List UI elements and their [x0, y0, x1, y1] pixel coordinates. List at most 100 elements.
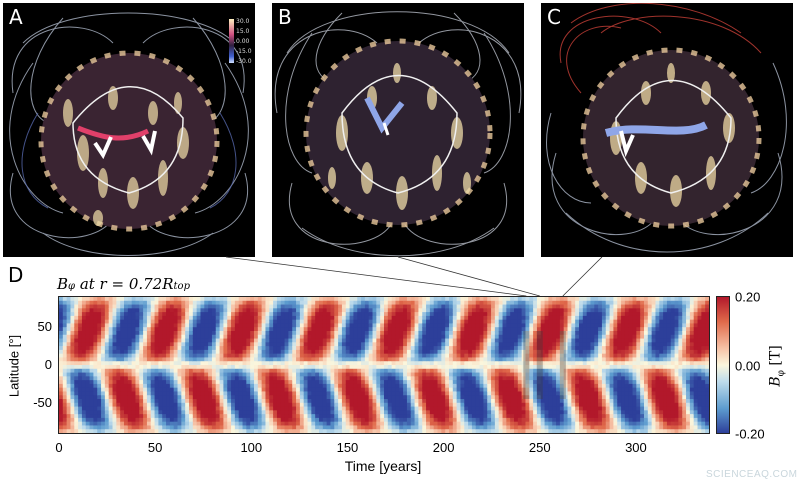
heatmap-cell — [391, 361, 397, 366]
heatmap-cell — [349, 361, 355, 366]
heatmap-cell — [74, 402, 79, 408]
heatmap-cell — [223, 357, 228, 362]
heatmap-cell — [582, 300, 588, 306]
heatmap-cell — [62, 327, 68, 332]
heatmap-cell — [479, 327, 485, 332]
heatmap-cell — [498, 380, 504, 385]
heatmap-cell — [437, 323, 442, 328]
heatmap-cell — [127, 319, 133, 325]
heatmap-cell — [276, 331, 282, 336]
heatmap-cell — [579, 297, 584, 302]
heatmap-cell — [464, 429, 469, 433]
heatmap-cell — [399, 395, 404, 400]
heatmap-cell — [124, 372, 129, 377]
heatmap-cell — [299, 383, 305, 389]
heatmap-cell — [265, 402, 270, 408]
heatmap-cell — [548, 383, 553, 389]
heatmap-cell — [143, 304, 148, 309]
heatmap-cell — [269, 361, 274, 366]
heatmap-cell — [227, 300, 232, 306]
heatmap-cell — [211, 380, 217, 385]
heatmap-cell — [288, 308, 293, 313]
heatmap-cell — [406, 399, 412, 404]
heatmap-cell — [364, 429, 370, 433]
heatmap-cell — [200, 410, 205, 415]
heatmap-cell — [166, 357, 171, 362]
heatmap-cell — [173, 417, 179, 423]
heatmap-cell — [166, 334, 171, 340]
heatmap-cell — [556, 323, 561, 328]
heatmap-cell — [280, 417, 286, 423]
heatmap-cell — [357, 349, 362, 355]
heatmap-cell — [429, 417, 435, 423]
heatmap-cell — [433, 323, 439, 328]
heatmap-cell — [479, 361, 485, 366]
heatmap-cell — [575, 308, 580, 313]
heatmap-cell — [334, 425, 339, 430]
heatmap-cell — [273, 346, 278, 351]
heatmap-cell — [514, 297, 519, 302]
heatmap-cell — [261, 327, 267, 332]
heatmap-cell — [353, 402, 358, 408]
heatmap-cell — [231, 414, 236, 419]
heatmap-cell — [468, 417, 473, 423]
heatmap-cell — [215, 357, 221, 362]
heatmap-cell — [353, 406, 358, 411]
heatmap-cell — [460, 429, 465, 433]
heatmap-cell — [487, 361, 492, 366]
heatmap-cell — [166, 297, 171, 302]
heatmap-cell — [124, 334, 129, 340]
heatmap-cell — [571, 297, 576, 302]
heatmap-cell — [460, 346, 465, 351]
heatmap-cell — [525, 410, 530, 415]
heatmap-cell — [311, 361, 316, 366]
heatmap-cell — [502, 395, 507, 400]
heatmap-cell — [345, 372, 351, 377]
heatmap-cell — [414, 361, 420, 366]
heatmap-cell — [78, 429, 83, 433]
heatmap-cell — [479, 334, 485, 340]
heatmap-cell — [334, 304, 339, 309]
heatmap-cell — [353, 421, 358, 427]
heatmap-cell — [181, 349, 186, 355]
heatmap-cell — [204, 331, 209, 336]
heatmap-cell — [567, 365, 572, 370]
heatmap-cell — [162, 315, 167, 321]
heatmap-cell — [192, 414, 198, 419]
heatmap-cell — [120, 399, 125, 404]
heatmap-cell — [78, 372, 83, 377]
heatmap-cell — [559, 346, 565, 351]
heatmap-cell — [445, 414, 450, 419]
heatmap-cell — [150, 308, 156, 313]
heatmap-cell — [559, 395, 565, 400]
heatmap-cell — [326, 365, 332, 370]
heatmap-cell — [127, 353, 133, 359]
heatmap-cell — [487, 410, 492, 415]
heatmap-cell — [464, 319, 469, 325]
heatmap-cell — [517, 376, 523, 381]
heatmap-cell — [357, 399, 362, 404]
heatmap-cell — [273, 334, 278, 340]
heatmap-cell — [62, 391, 68, 396]
heatmap-cell — [59, 327, 64, 332]
heatmap-cell — [315, 372, 320, 377]
heatmap-cell — [70, 410, 75, 415]
heatmap-cell — [433, 402, 439, 408]
heatmap-cell — [101, 421, 106, 427]
heatmap-cell — [326, 308, 332, 313]
heatmap-cell — [322, 414, 328, 419]
heatmap-cell — [357, 421, 362, 427]
heatmap-cell — [116, 304, 121, 309]
heatmap-cell — [135, 368, 140, 374]
heatmap-cell — [418, 315, 423, 321]
heatmap-cell — [326, 391, 332, 396]
heatmap-cell — [406, 312, 412, 317]
heatmap-cell — [124, 331, 129, 336]
heatmap-cell — [460, 327, 465, 332]
heatmap-cell — [166, 380, 171, 385]
heatmap-cell — [238, 308, 244, 313]
heatmap-cell — [380, 399, 385, 404]
heatmap-cell — [112, 376, 117, 381]
heatmap-cell — [307, 368, 312, 374]
heatmap-cell — [280, 414, 286, 419]
